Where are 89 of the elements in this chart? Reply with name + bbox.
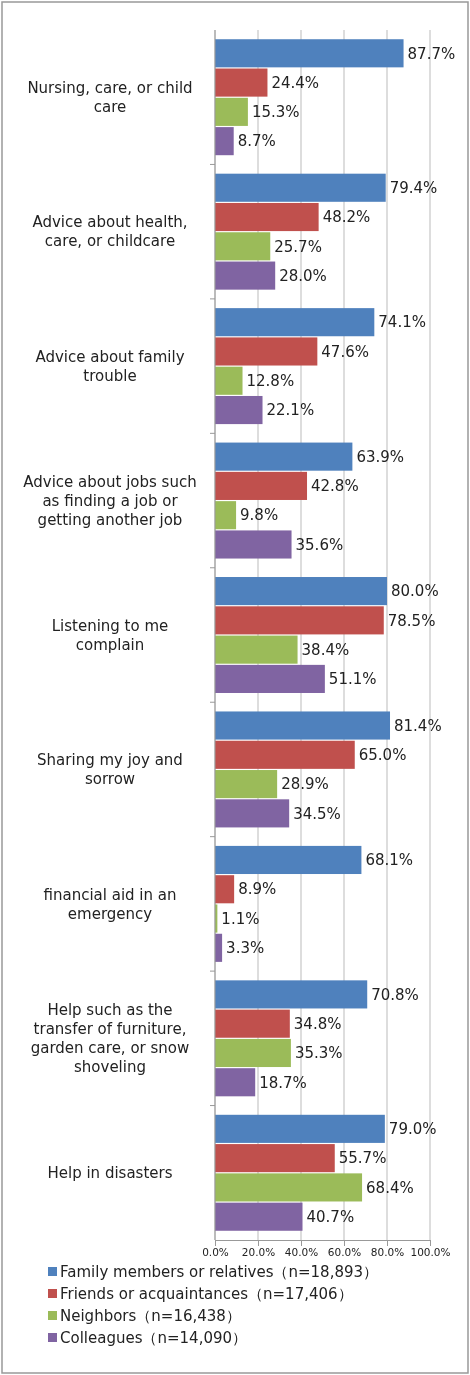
bar	[215, 1173, 363, 1202]
y-tick-label: Help such as the transfer of furniture, garden care, or snow shoveling	[30, 1001, 190, 1077]
y-tick-label: Nursing, care, or child care	[27, 78, 193, 116]
bar	[215, 664, 325, 693]
data-label: 8.7%	[237, 132, 276, 151]
bar	[215, 1202, 303, 1231]
bar	[215, 530, 292, 559]
bar	[215, 1068, 256, 1097]
data-label: 65.0%	[358, 746, 407, 765]
bar	[215, 635, 298, 664]
data-label: 40.7%	[306, 1207, 355, 1226]
bar	[215, 442, 353, 471]
data-label: 70.8%	[371, 985, 419, 1004]
legend-label: Family members or relatives（n=18,893）	[60, 1263, 379, 1282]
data-label: 3.3%	[226, 939, 265, 958]
data-label: 68.1%	[365, 851, 414, 870]
bar	[215, 232, 271, 261]
bar	[215, 875, 235, 904]
bar	[215, 1114, 385, 1143]
bar	[215, 308, 375, 337]
data-label: 22.1%	[266, 401, 315, 420]
bar	[215, 1009, 290, 1038]
legend-label: Colleagues（n=14,090）	[60, 1329, 248, 1348]
bar	[215, 577, 387, 606]
data-label: 78.5%	[387, 611, 436, 630]
bar	[215, 471, 308, 500]
bar	[215, 501, 237, 530]
data-label: 80.0%	[391, 582, 439, 601]
data-label: 15.3%	[251, 103, 300, 122]
x-tick-label: 80.0%	[370, 1246, 405, 1259]
data-label: 47.6%	[321, 342, 369, 361]
legend-label: Neighbors（n=16,438）	[60, 1307, 241, 1326]
bar	[215, 395, 263, 425]
data-label: 48.2%	[322, 208, 371, 227]
bar	[215, 1144, 335, 1173]
data-label: 28.0%	[279, 266, 327, 285]
bar	[215, 173, 386, 202]
data-label: 1.1%	[221, 909, 260, 928]
bar	[215, 68, 268, 97]
bar	[215, 337, 318, 366]
y-tick-label: Sharing my joy and sorrow	[37, 751, 183, 789]
data-label: 79.0%	[388, 1120, 437, 1139]
bar	[215, 39, 404, 68]
bar	[215, 606, 384, 635]
y-tick-label: Advice about health, care, or childcare	[32, 213, 188, 251]
data-label: 35.3%	[294, 1044, 343, 1063]
data-label: 68.4%	[366, 1178, 414, 1197]
y-tick-label: Advice about family trouble	[35, 347, 185, 385]
x-tick-label: 40.0%	[284, 1246, 319, 1259]
data-label: 25.7%	[274, 237, 322, 256]
data-label: 18.7%	[259, 1073, 307, 1092]
x-tick-label: 20.0%	[241, 1246, 276, 1259]
bar	[215, 740, 355, 769]
y-tick-label: Help in disasters	[47, 1164, 173, 1183]
data-label: 87.7%	[407, 44, 456, 63]
data-label: 34.8%	[293, 1014, 342, 1033]
bar	[215, 980, 368, 1009]
data-label: 35.6%	[295, 535, 344, 554]
x-tick-label: 60.0%	[327, 1246, 362, 1259]
data-label: 51.1%	[328, 670, 377, 689]
bar	[215, 127, 234, 156]
data-label: 34.5%	[293, 804, 341, 823]
data-label: 42.8%	[311, 477, 359, 496]
data-label: 79.4%	[389, 178, 438, 197]
data-label: 81.4%	[394, 716, 442, 735]
data-label: 24.4%	[271, 73, 320, 92]
data-label: 38.4%	[301, 640, 350, 659]
bar	[215, 799, 290, 828]
data-label: 28.9%	[281, 775, 329, 794]
bar	[215, 97, 248, 126]
x-tick-label: 0.0%	[202, 1246, 229, 1259]
data-label: 8.9%	[238, 880, 277, 899]
bar	[215, 261, 276, 290]
y-tick-label: Listening to me complain	[51, 616, 169, 654]
bar	[215, 366, 243, 395]
bar	[215, 711, 391, 740]
bar	[215, 845, 362, 875]
data-label: 74.1%	[378, 313, 426, 332]
y-tick-label: financial aid in an emergency	[43, 885, 177, 923]
bar	[215, 202, 319, 232]
bar	[215, 770, 278, 799]
legend-label: Friends or acquaintances（n=17,406）	[60, 1285, 353, 1304]
data-label: 55.7%	[338, 1149, 387, 1168]
data-label: 63.9%	[356, 447, 405, 466]
y-tick-label: Advice about jobs such as finding a job or getting another job	[23, 472, 197, 529]
data-label: 12.8%	[246, 372, 295, 390]
x-tick-label: 100.0%	[410, 1246, 451, 1259]
bar	[215, 1038, 291, 1068]
data-label: 9.8%	[240, 506, 279, 525]
